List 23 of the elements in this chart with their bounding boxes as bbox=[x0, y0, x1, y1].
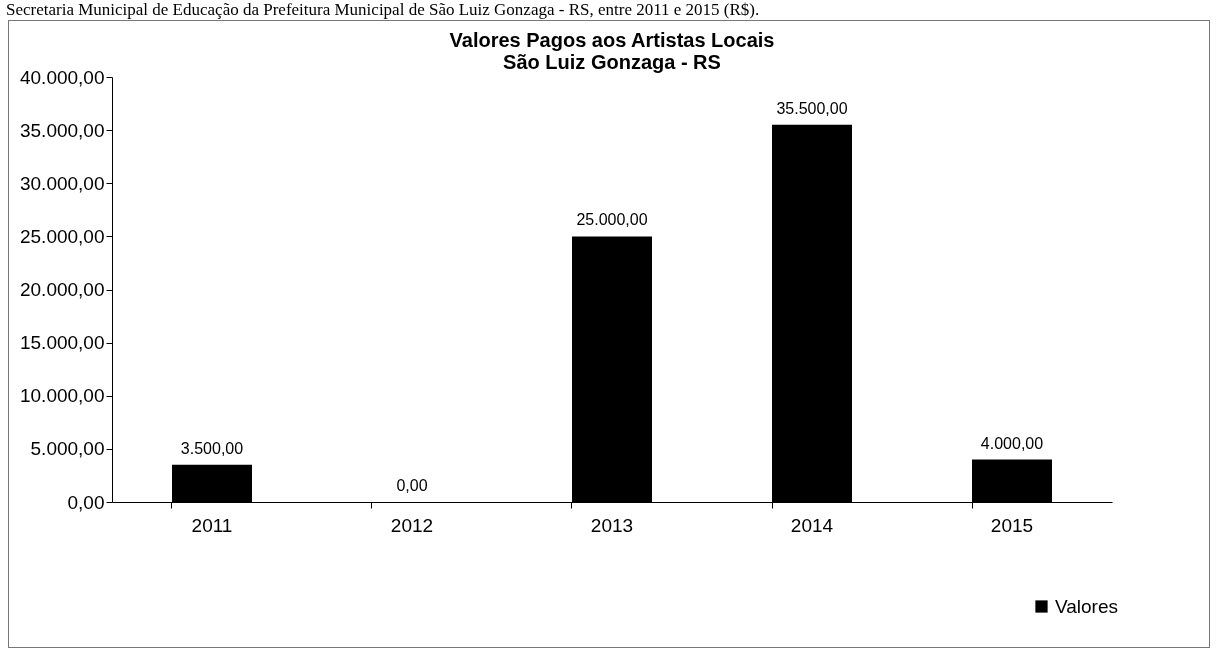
y-tick-label: 30.000,00 bbox=[19, 172, 105, 194]
x-tick-label: 2013 bbox=[590, 514, 634, 536]
x-tick-label: 2011 bbox=[191, 514, 233, 536]
y-tick-label: 10.000,00 bbox=[19, 385, 105, 407]
x-tick-label: 2012 bbox=[390, 514, 434, 536]
text: Valores Pagos aos Artistas Locais bbox=[449, 29, 775, 51]
y-tick-label: 0,00 bbox=[67, 491, 105, 513]
data-label: 25.000,00 bbox=[576, 211, 648, 229]
data-label: 4.000,00 bbox=[980, 434, 1044, 452]
data-label: 35.500,00 bbox=[776, 99, 848, 117]
data-label: 0,00 bbox=[396, 477, 428, 494]
text: São Luiz Gonzaga - RS bbox=[503, 51, 721, 73]
y-tick-label: 5.000,00 bbox=[30, 438, 105, 460]
x-tick-label: 2015 bbox=[990, 514, 1034, 536]
y-tick-label: 40.000,00 bbox=[19, 66, 105, 88]
y-tick-label: 35.000,00 bbox=[19, 119, 105, 141]
y-tick-label: 15.000,00 bbox=[19, 332, 105, 354]
text: Secretaria Municipal de Educação da Prefeitura Municipal de São Luiz Gonzaga - RS, entre 2011 e 2015 (R$). bbox=[5, 0, 761, 20]
x-tick-label: 2014 bbox=[790, 514, 834, 536]
legend-label: Valores bbox=[1055, 595, 1119, 617]
y-tick-label: 20.000,00 bbox=[19, 279, 105, 300]
data-label: 3.500,00 bbox=[180, 439, 244, 457]
y-tick-label: 25.000,00 bbox=[19, 225, 105, 247]
